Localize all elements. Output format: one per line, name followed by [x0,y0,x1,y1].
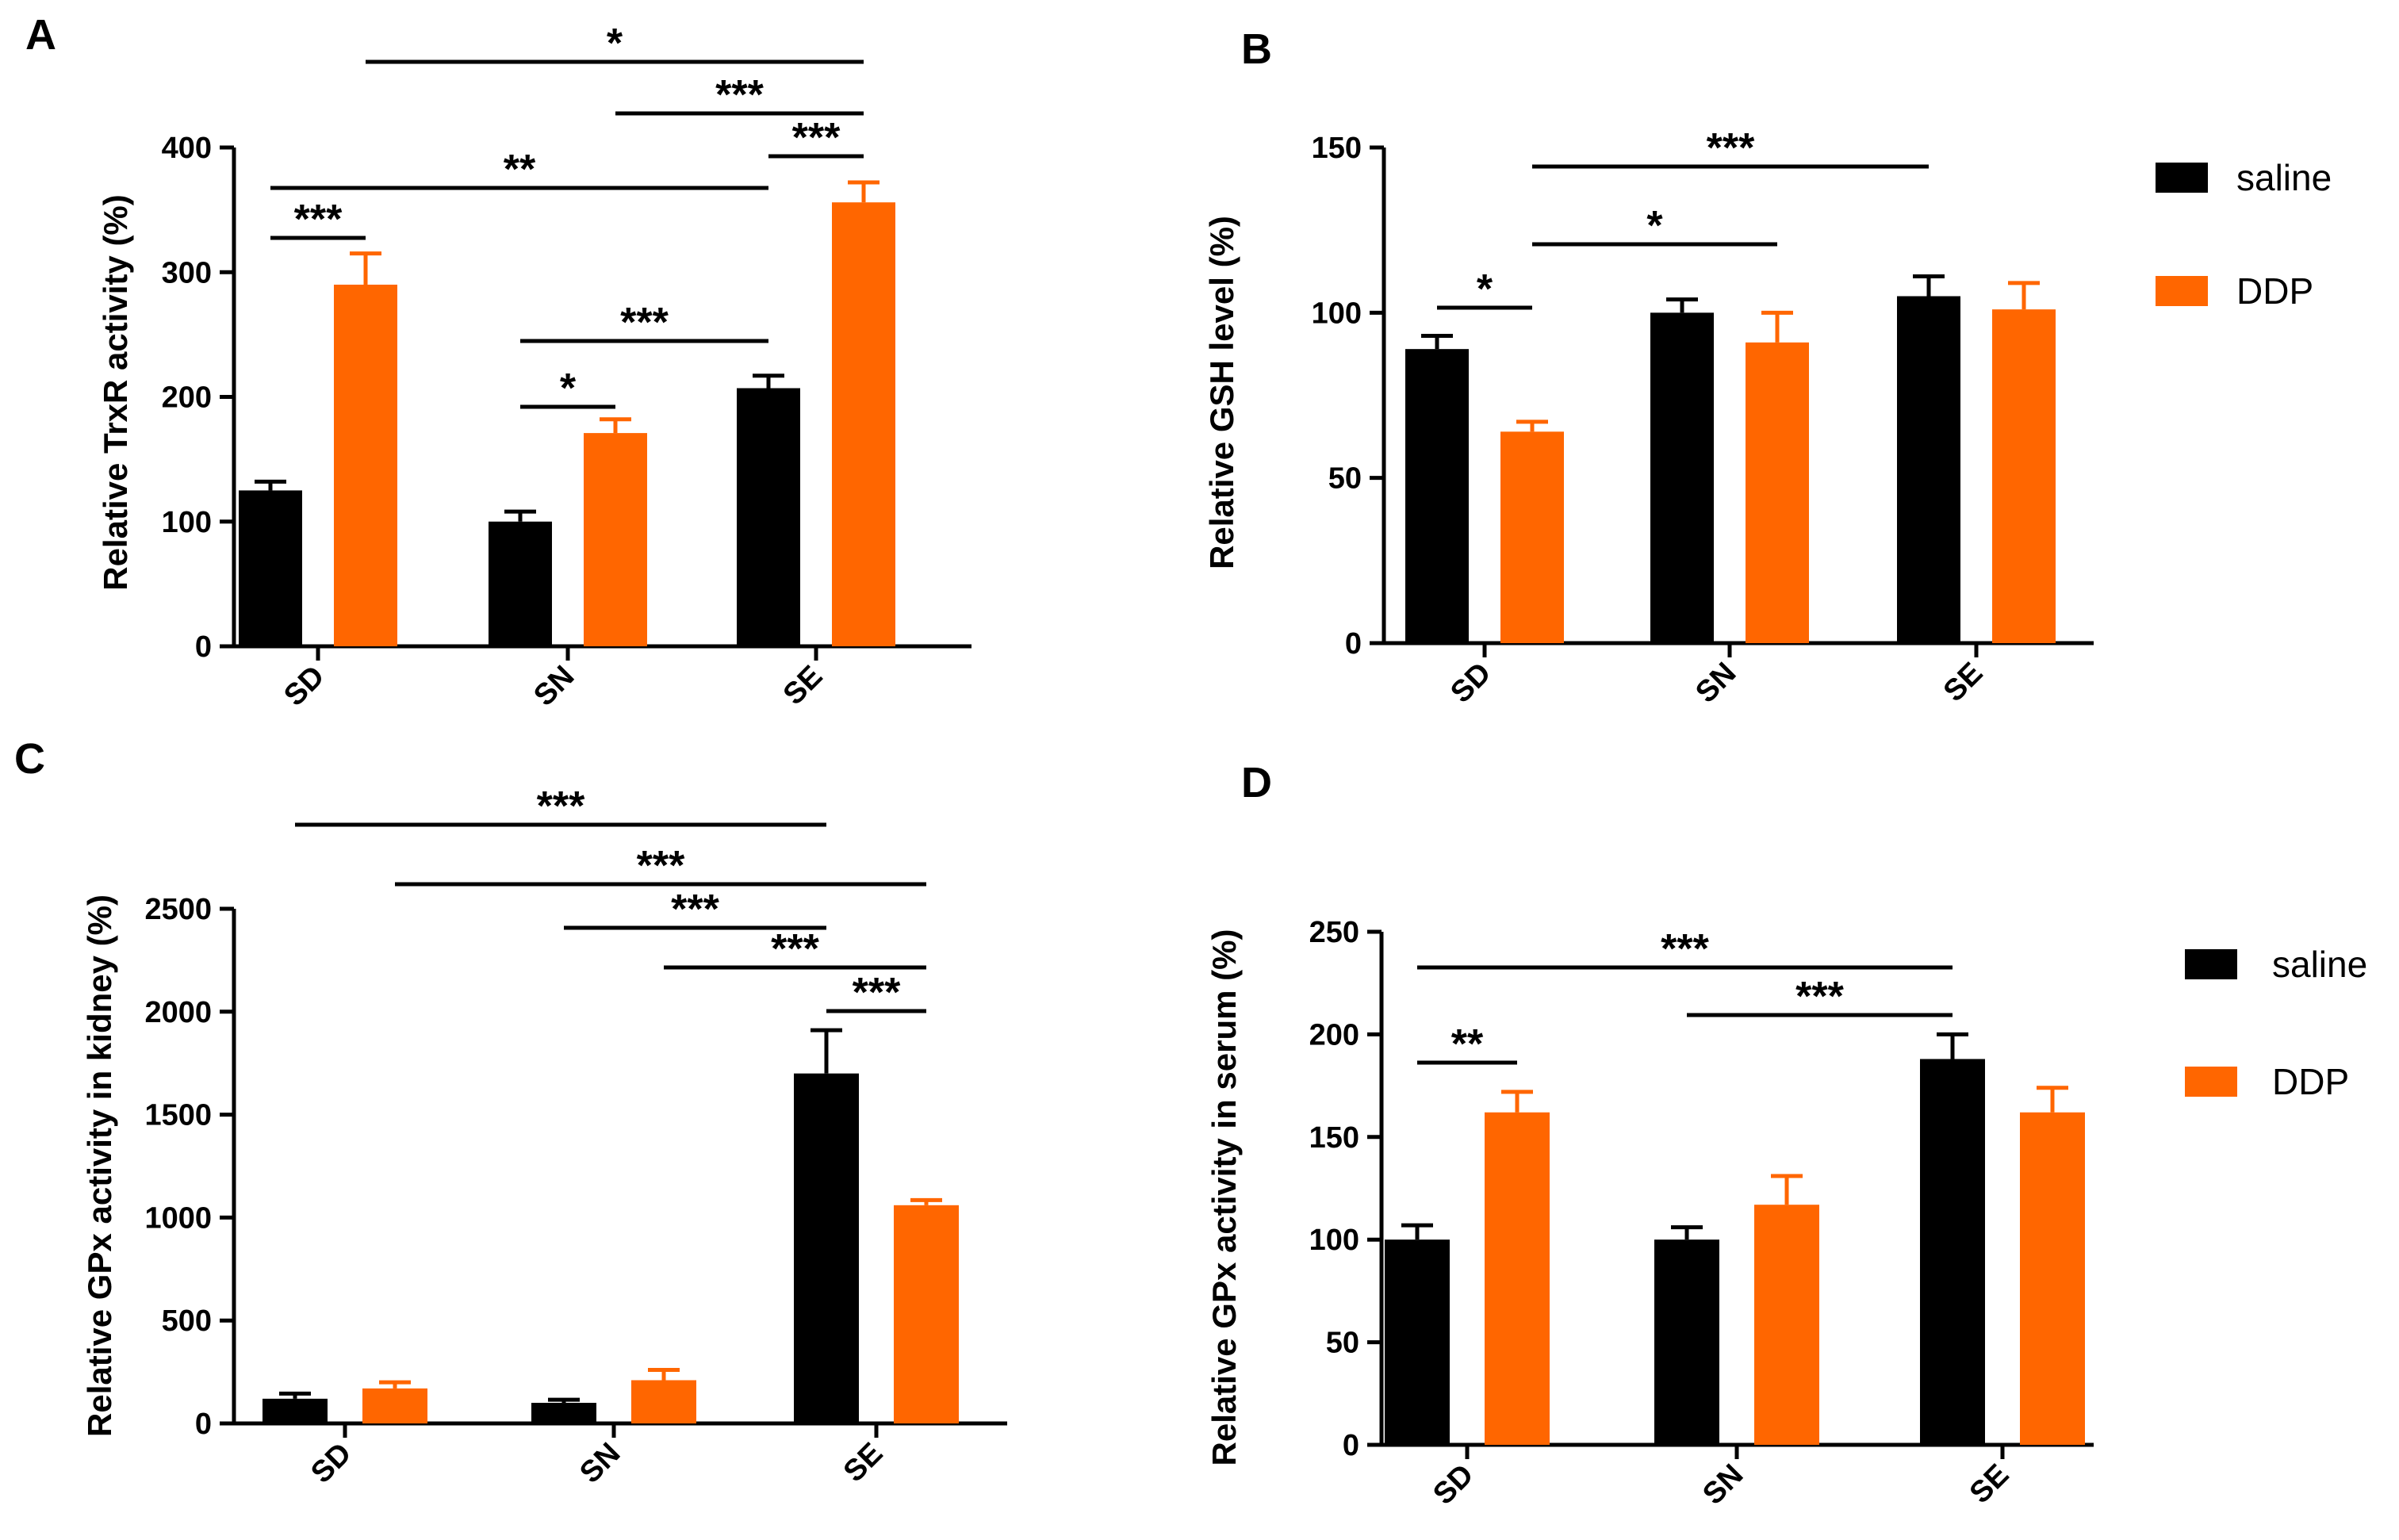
panel-d-bar-saline [1654,1239,1719,1445]
panel-a-bar-ddp [584,433,647,646]
panel-a-y-tick-label: 300 [162,256,212,289]
panel-a-significance-label: ** [504,147,536,193]
panel-a-significance-label: *** [715,72,764,118]
panel-c-y-tick-label: 2500 [144,893,212,926]
legend-swatch-saline [2185,949,2237,979]
panel-d-bar-saline [1385,1239,1450,1445]
panel-c-significance-label: *** [853,970,901,1016]
legend-bottom: saline DDP [2185,944,2367,1102]
panel-d-category-label: SN [1696,1458,1749,1511]
panel-c-bar-ddp [631,1380,696,1423]
legend-label-saline: saline [2236,157,2332,198]
panel-a-y-axis-label: Relative TrxR activity (%) [97,194,134,591]
panel-a-bar-ddp [334,284,397,646]
panel-d: D Relative GPx activity in serum (%) 0 50… [1205,759,2094,1511]
panel-c-y-tick-label: 1500 [144,1099,212,1132]
panel-d-y-tick-label: 0 [1343,1429,1359,1462]
panel-b-category-label: SE [1937,657,1990,709]
legend-swatch-ddp [2156,276,2208,306]
panel-b-significance-label: *** [1707,125,1755,171]
panel-c-bar-saline [263,1398,328,1423]
legend-label-ddp: DDP [2236,270,2313,312]
panel-c-category-label: SE [837,1437,890,1489]
panel-b-bar-saline [1897,296,1960,643]
panel-d-bar-ddp [1754,1205,1819,1445]
panel-b-bar-saline [1405,349,1469,643]
panel-c-significance-label: *** [537,783,585,829]
panel-b-bar-ddp [1992,309,2056,643]
panel-d-y-tick-label: 250 [1309,916,1359,949]
panel-b-category-label: SN [1689,657,1742,710]
panel-b-significance-label: * [1477,266,1493,312]
legend-swatch-saline [2156,163,2208,193]
panel-b-y-tick-label: 50 [1328,462,1362,496]
panel-b-y-tick-label: 100 [1312,297,1362,330]
panel-a-significance-label: *** [792,115,841,161]
panel-b-y-axis-label: Relative GSH level (%) [1203,216,1240,569]
panel-a-y-tick-label: 400 [162,132,212,165]
panel-c-significance-label: *** [637,843,685,889]
legend-swatch-ddp [2185,1067,2237,1097]
panel-a-bar-saline [737,388,800,646]
panel-a: A Relative TrxR activity (%) 0 100 200 300 4… [25,11,971,713]
panel-c-y-tick-label: 1000 [144,1201,212,1235]
panel-b-y-tick-label: 0 [1345,627,1362,661]
legend-top: saline DDP [2156,157,2332,312]
panel-b-label: B [1241,25,1272,73]
panel-b-significance-label: * [1646,203,1663,249]
panel-d-category-label: SD [1427,1458,1480,1511]
panel-c-category-label: SN [573,1437,627,1490]
legend-label-ddp: DDP [2272,1061,2349,1102]
panel-d-bar-ddp [2020,1112,2085,1445]
panel-c-bar-ddp [894,1205,959,1423]
panel-c: C Relative GPx activity in kidney (%) 0 5… [14,735,1007,1490]
panel-a-bar-ddp [832,202,895,646]
panel-b-bar-ddp [1500,431,1564,643]
panel-a-bar-saline [239,490,302,646]
panel-c-y-tick-label: 0 [195,1408,212,1441]
panel-c-label: C [14,735,45,783]
panel-a-significance-label: *** [294,197,343,243]
panel-c-bar-ddp [362,1388,427,1423]
panel-a-y-tick-label: 200 [162,381,212,415]
panel-d-bar-saline [1920,1059,1985,1445]
panel-c-significance-label: *** [771,926,819,972]
legend-label-saline: saline [2272,944,2367,985]
panel-a-category-label: SD [278,660,331,713]
panel-d-significance-label: ** [1451,1021,1484,1067]
panel-d-y-tick-label: 200 [1309,1018,1359,1052]
panel-b-bar-ddp [1746,342,1809,643]
panel-a-category-label: SE [777,660,830,712]
panel-a-y-tick-label: 100 [162,506,212,539]
panel-d-category-label: SE [1964,1458,2016,1511]
panel-c-y-tick-label: 500 [162,1304,212,1338]
panel-d-y-tick-label: 150 [1309,1121,1359,1155]
panel-d-significance-label: *** [1795,974,1844,1020]
panel-a-significance-label: * [560,366,577,412]
panel-a-category-label: SN [527,660,581,713]
panel-c-bar-saline [531,1403,596,1423]
panel-b-y-tick-label: 150 [1312,132,1362,165]
panel-d-y-tick-label: 100 [1309,1224,1359,1257]
panel-b-bar-saline [1650,312,1714,643]
panel-d-bar-ddp [1485,1112,1550,1445]
panel-c-bar-saline [794,1073,859,1423]
panel-b: B Relative GSH level (%) 0 50 100 150 SD SN SE… [1203,25,2094,710]
panel-c-significance-label: *** [671,887,719,933]
panel-a-bar-saline [489,521,552,646]
panel-a-significance-label: *** [620,300,669,346]
panel-c-category-label: SD [305,1437,358,1490]
panel-c-y-axis-label: Relative GPx activity in kidney (%) [81,895,118,1437]
panel-d-y-tick-label: 50 [1326,1327,1359,1360]
panel-d-y-axis-label: Relative GPx activity in serum (%) [1205,929,1243,1466]
panel-c-y-tick-label: 2000 [144,996,212,1029]
panel-a-label: A [25,11,56,59]
panel-b-category-label: SD [1444,657,1497,710]
panel-a-y-tick-label: 0 [195,630,212,664]
panel-d-significance-label: *** [1661,926,1709,972]
panel-d-label: D [1241,759,1272,806]
panel-a-significance-label: * [607,21,623,67]
